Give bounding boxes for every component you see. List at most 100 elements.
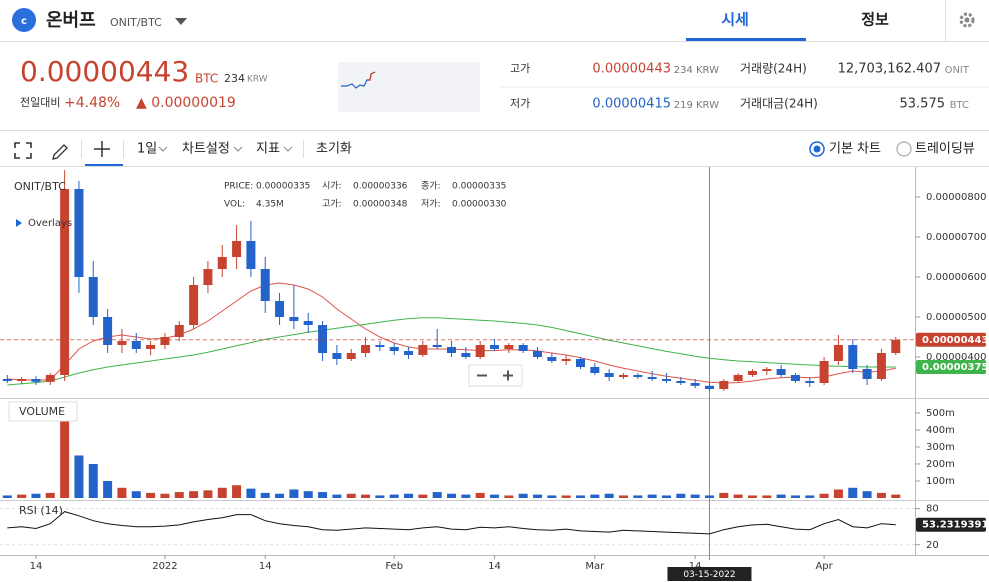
y-tick-label: 0.00000800 [926,192,986,203]
zoom-in[interactable] [503,370,513,381]
tradingview[interactable]: 트레이딩뷰 [915,142,975,157]
volume-bar [762,495,772,498]
volume-bar [776,494,786,498]
volume-bar [475,492,485,498]
fullscreen-icon[interactable] [14,142,32,159]
x-tick-label: 14 [689,561,702,572]
candle-body [432,345,442,347]
volume-bar [217,487,227,498]
draw-icon[interactable] [52,144,68,160]
basic-chart[interactable]: 기본 차트 [829,142,881,157]
radio[interactable] [896,141,912,157]
volume-bar [131,491,141,498]
candle-body [676,381,686,383]
candle-body [618,375,628,377]
coin-name: 온버프 [46,10,96,31]
high-krw: 234 KRW [674,65,719,76]
candle-body [533,351,543,357]
volume-bar [876,492,886,498]
volume-bar [361,494,371,498]
amount-unit: BTC [950,100,969,111]
legend-value: 4.35M [256,200,284,210]
legend-value: 0.00000336 [353,182,408,192]
settings-gear-hub [964,17,970,23]
volume-label: 거래량(24H) [740,62,807,76]
volume-bar [2,495,12,498]
ma-tag: 0.00000375 [922,362,988,373]
candle-body [189,285,199,325]
high-label: 고가 [510,62,530,75]
volume-bar [31,493,41,498]
candle-body [862,369,872,379]
candle-body [361,345,371,353]
ohlc-legend: PRICE: 0.00000335 시가: 0.00000336 종가: 0.0… [224,181,507,210]
candle-body [45,375,55,382]
x-tick-label: 2022 [152,561,177,572]
volume-bar [533,494,543,498]
volume-bar [318,492,328,498]
y-tick-label: 0.00000700 [926,232,986,243]
volume-bar [375,495,385,498]
volume-bar [203,490,213,498]
volume-bar [747,495,757,498]
volume-bar [232,485,242,498]
radio-dot [813,145,821,153]
candle-body [74,189,84,277]
x-tick-label: 14 [30,561,43,572]
candle-body [217,257,227,269]
candle-body [332,353,342,359]
volume-bar [418,494,428,498]
volume-bar [618,495,628,498]
candle-body [518,345,528,351]
legend-key: 시가: [322,181,342,192]
volume-bar [303,491,313,498]
legend-key: 종가: [421,181,441,192]
volume-bar [819,493,829,498]
candle-body [661,379,671,381]
candle-body [146,345,156,349]
legend-value: 0.00000335 [256,182,310,192]
y-tick-label: 200m [926,459,955,470]
candle-body [203,269,213,285]
logo-glyph: c [21,16,27,27]
overlays[interactable]: Overlays [28,218,72,229]
ma-tag-box [916,360,986,374]
volume-title: VOLUME [19,405,65,418]
candle-body [576,359,585,367]
volume-bar [117,487,127,498]
rsi-tag: 53.23193916 [922,520,989,531]
candle-body [704,385,714,389]
pair[interactable]: ONIT/BTC [110,16,162,29]
plot: 0.00000800 0.00000700 0.00000600 0.00000500… [0,167,989,581]
candle-body [876,353,886,379]
volume-bar [590,494,600,498]
tab-active[interactable]: 시세 [721,11,749,29]
interval[interactable]: 1일 [137,142,157,157]
candle-body [647,377,657,379]
candle-body [590,367,600,373]
candle-body [60,189,70,375]
volume: 12,703,162.407 [838,62,941,77]
rsi-tag-box [916,517,986,532]
candle-body [260,269,270,301]
change-abs: ▲ 0.00000019 [136,95,236,111]
candle-body [504,345,514,349]
indicators[interactable]: 지표 [256,142,280,157]
settings-gear[interactable] [959,12,975,28]
radio-checked[interactable] [809,141,825,157]
legend-key: VOL: [224,200,245,210]
volume-bar [289,489,299,498]
change-pct: +4.48% [64,95,120,111]
tab[interactable]: 정보 [861,11,889,29]
dropdown-arrow[interactable] [175,18,187,25]
chart-settings[interactable]: 차트설정 [182,142,230,157]
volume-bar [174,492,184,498]
volume-bar [60,406,70,498]
coin-logo [12,8,36,32]
x-tick-label: Mar [585,561,605,572]
crosshair-icon[interactable] [94,141,110,157]
overlay-toggle[interactable] [16,219,22,227]
volume-bar [332,494,342,498]
reset[interactable]: 초기화 [316,142,352,157]
candle-body [547,357,557,361]
